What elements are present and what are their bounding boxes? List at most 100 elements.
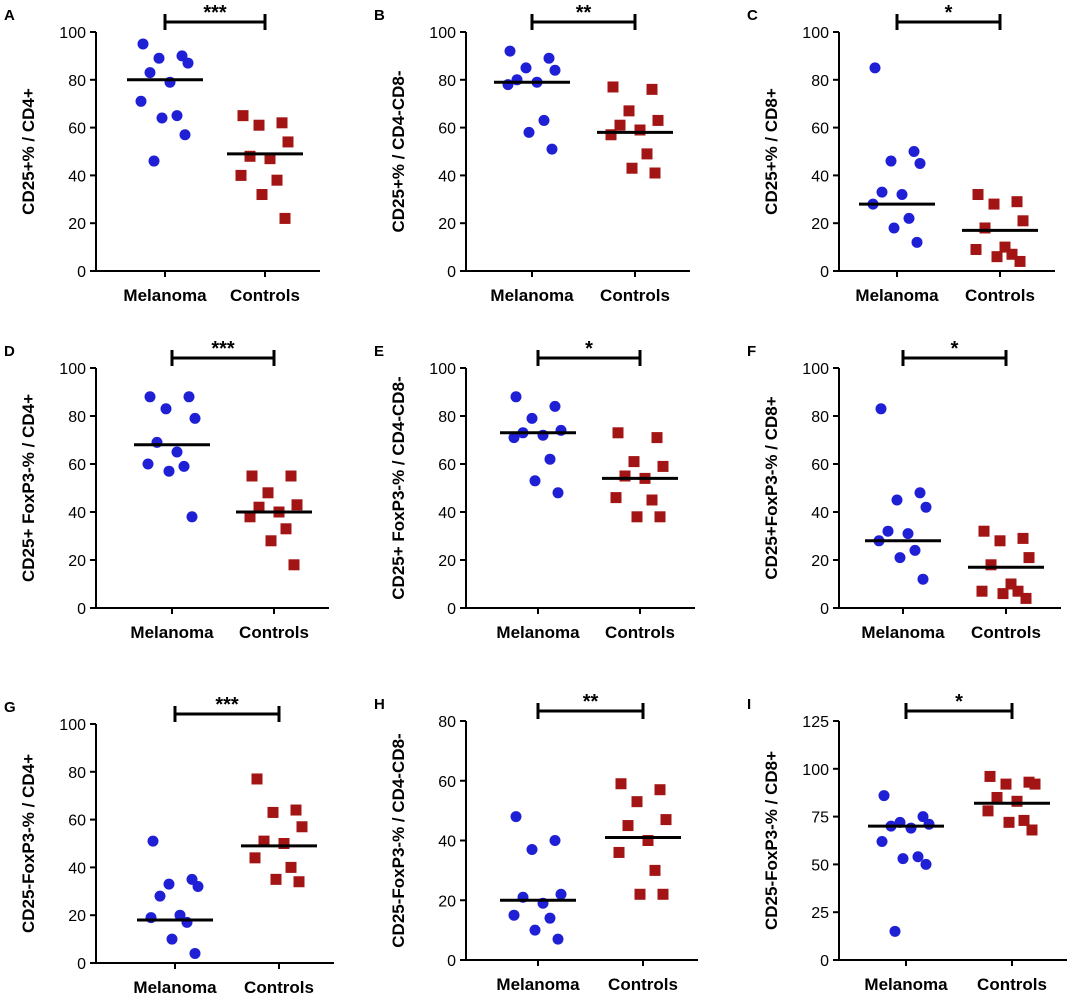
y-tick-label: 20: [68, 908, 86, 925]
data-point-controls: [1017, 215, 1029, 227]
y-tick-label: 0: [447, 601, 456, 618]
panel-d: D 0 20 40 60 80 100 Melanoma Controls CD25+ FoxP3…: [4, 338, 329, 642]
x-tick-label: Controls: [965, 286, 1035, 305]
data-point-controls: [1017, 532, 1029, 544]
data-point-melanoma: [523, 126, 535, 138]
data-point-melanoma: [869, 62, 881, 74]
data-point-controls: [1020, 592, 1032, 604]
data-point-controls: [614, 119, 626, 131]
data-point-melanoma: [144, 391, 156, 403]
data-point-controls: [278, 838, 290, 849]
data-point-controls: [991, 251, 1003, 263]
y-tick-label: 80: [68, 765, 86, 782]
data-point-melanoma: [163, 878, 175, 890]
x-tick-label: Melanoma: [123, 286, 207, 305]
y-tick-label: 80: [68, 409, 86, 426]
data-point-melanoma: [875, 403, 887, 415]
y-tick-label: 0: [77, 264, 86, 281]
data-point-melanoma: [153, 52, 165, 64]
data-point-melanoma: [891, 494, 903, 506]
data-point-melanoma: [529, 924, 541, 936]
data-point-controls: [276, 117, 288, 129]
y-tick-label: 60: [68, 813, 86, 830]
data-point-melanoma: [897, 853, 909, 865]
y-axis-label: CD25-FoxP3-% / CD8+: [762, 751, 781, 930]
data-point-melanoma: [543, 52, 555, 64]
data-point-melanoma: [914, 157, 926, 169]
y-tick-label: 40: [438, 505, 456, 522]
data-point-controls: [607, 81, 619, 93]
data-point-controls: [1023, 552, 1035, 564]
data-point-controls: [615, 778, 627, 790]
data-point-controls: [251, 773, 263, 785]
y-tick-label: 25: [811, 905, 829, 922]
data-point-melanoma: [135, 95, 147, 107]
data-point-controls: [646, 83, 658, 95]
data-point-controls: [988, 198, 1000, 210]
data-point-melanoma: [504, 45, 516, 57]
data-point-controls: [285, 861, 297, 873]
y-tick-label: 60: [438, 121, 456, 138]
panel-letter: C: [747, 7, 758, 24]
data-point-controls: [1018, 814, 1030, 826]
data-point-controls: [610, 492, 622, 504]
data-point-controls: [265, 535, 277, 547]
y-tick-label: 40: [438, 168, 456, 185]
y-tick-label: 100: [802, 361, 829, 378]
y-tick-label: 20: [811, 216, 829, 233]
data-point-melanoma: [189, 412, 201, 424]
y-tick-label: 0: [820, 601, 829, 618]
data-point-melanoma: [510, 811, 522, 823]
data-point-controls: [1003, 816, 1015, 828]
data-point-controls: [634, 124, 646, 136]
data-point-melanoma: [171, 446, 183, 458]
y-tick-label: 60: [438, 774, 456, 791]
data-point-melanoma: [186, 511, 198, 523]
y-axis-label: CD25+% / CD4-CD8-: [389, 70, 408, 232]
x-tick-label: Melanoma: [130, 623, 214, 642]
y-tick-label: 80: [438, 409, 456, 426]
data-point-melanoma: [189, 947, 201, 959]
data-point-melanoma: [529, 475, 541, 487]
y-tick-label: 40: [438, 834, 456, 851]
data-point-melanoma: [885, 155, 897, 167]
data-point-controls: [657, 888, 669, 900]
data-point-controls: [646, 494, 658, 506]
panel-letter: D: [4, 343, 15, 360]
significance-stars: *: [585, 338, 593, 360]
data-point-melanoma: [526, 412, 538, 424]
y-tick-label: 100: [802, 25, 829, 42]
data-point-controls: [622, 820, 634, 832]
y-tick-label: 0: [820, 264, 829, 281]
data-point-controls: [612, 427, 624, 439]
y-tick-label: 20: [438, 216, 456, 233]
x-tick-label: Controls: [239, 623, 309, 642]
x-tick-label: Melanoma: [855, 286, 939, 305]
y-tick-label: 60: [438, 457, 456, 474]
data-point-controls: [262, 487, 274, 499]
panel-b: B 0 20 40 60 80 100 Melanoma Controls CD25+% / CD…: [374, 2, 690, 305]
data-point-melanoma: [903, 212, 915, 224]
data-point-controls: [1005, 578, 1017, 590]
data-point-controls: [999, 241, 1011, 253]
y-axis-label: CD25+FoxP3-% / CD8+: [762, 396, 781, 579]
data-point-melanoma: [546, 143, 558, 155]
data-point-melanoma: [888, 222, 900, 234]
data-point-melanoma: [137, 38, 149, 50]
data-point-controls: [649, 864, 661, 876]
data-point-controls: [619, 470, 631, 482]
significance-stars: ***: [215, 694, 239, 716]
data-point-controls: [282, 136, 294, 148]
x-tick-label: Controls: [977, 975, 1047, 994]
significance-stars: *: [951, 338, 959, 360]
data-point-controls: [634, 888, 646, 900]
x-tick-label: Controls: [230, 286, 300, 305]
data-point-melanoma: [911, 236, 923, 248]
data-point-melanoma: [526, 843, 538, 855]
data-point-controls: [290, 804, 302, 816]
data-point-controls: [970, 243, 982, 255]
x-tick-label: Melanoma: [496, 623, 580, 642]
data-point-melanoma: [902, 528, 914, 540]
data-point-melanoma: [142, 458, 154, 470]
data-point-melanoma: [160, 403, 172, 415]
